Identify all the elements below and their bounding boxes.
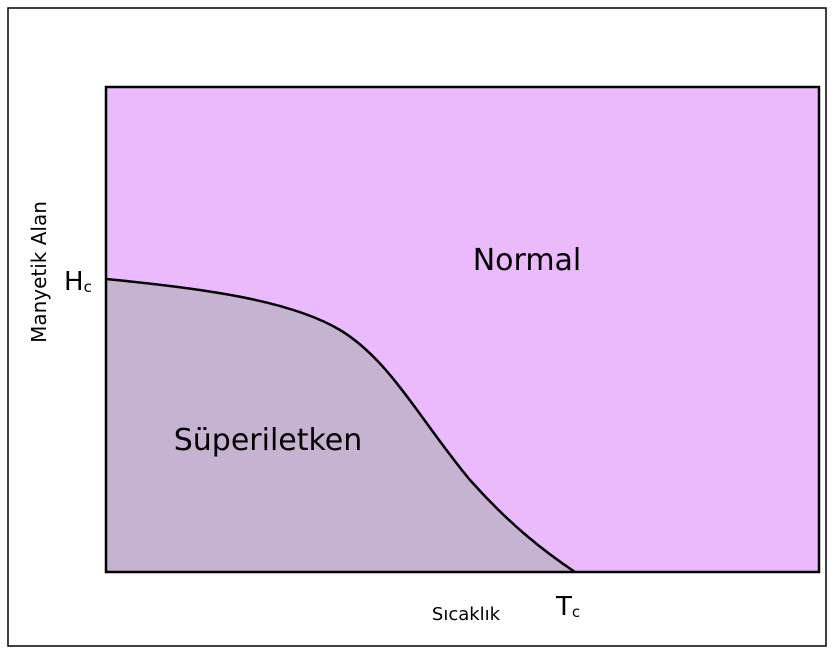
tc-marker: Tc — [555, 592, 580, 622]
hc-main: H — [64, 267, 84, 297]
normal-label: Normal — [473, 243, 582, 278]
x-axis-label: Sıcaklık — [432, 604, 501, 625]
tc-main: T — [555, 592, 572, 622]
phase-boundary — [105, 277, 576, 574]
y-axis-label: Manyetik Alan — [27, 201, 51, 343]
plot-border — [104, 85, 821, 574]
superconducting-label: Süperiletken — [174, 423, 363, 458]
tc-sub: c — [572, 603, 580, 621]
hc-sub: c — [84, 278, 92, 296]
superconducting-region — [106, 279, 575, 572]
hc-marker: Hc — [64, 267, 92, 297]
